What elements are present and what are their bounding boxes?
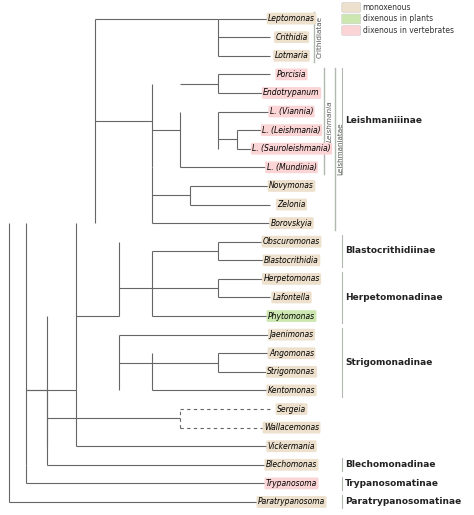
Text: Kentomonas: Kentomonas <box>268 386 315 395</box>
Text: Borovskyia: Borovskyia <box>271 218 312 228</box>
Text: Herpetomonadinae: Herpetomonadinae <box>345 293 443 302</box>
Text: L. (Viannia): L. (Viannia) <box>270 107 313 116</box>
Text: Lotmaria: Lotmaria <box>274 52 309 60</box>
FancyBboxPatch shape <box>342 3 361 12</box>
Text: Herpetomonas: Herpetomonas <box>264 274 319 283</box>
Text: L. (Leishmania): L. (Leishmania) <box>262 126 321 134</box>
Text: dixenous in vertebrates: dixenous in vertebrates <box>363 26 454 35</box>
Text: Paratrypanosomatinae: Paratrypanosomatinae <box>345 497 461 506</box>
Text: Paratrypanosoma: Paratrypanosoma <box>258 497 325 506</box>
Text: Jaenimonas: Jaenimonas <box>269 330 314 339</box>
Text: Blechomonadinae: Blechomonadinae <box>345 460 436 469</box>
Text: Wallacemonas: Wallacemonas <box>264 423 319 432</box>
Text: Lafontella: Lafontella <box>273 293 310 302</box>
Text: Vickermania: Vickermania <box>268 442 315 451</box>
Text: Crithidiatae: Crithidiatae <box>317 16 323 58</box>
Text: L. (Mundinia): L. (Mundinia) <box>266 163 317 172</box>
Text: Blastocrithidia: Blastocrithidia <box>264 256 319 265</box>
FancyBboxPatch shape <box>342 26 361 36</box>
Text: Porcisia: Porcisia <box>277 70 306 79</box>
Text: Phytomonas: Phytomonas <box>268 312 315 320</box>
Text: Leishmaniatae: Leishmaniatae <box>337 123 344 175</box>
Text: Leishmaniiinae: Leishmaniiinae <box>345 116 422 125</box>
Text: Crithidia: Crithidia <box>275 32 308 42</box>
Text: Zelonia: Zelonia <box>277 200 306 209</box>
Text: Sergeia: Sergeia <box>277 404 306 414</box>
Text: Endotrypanum: Endotrypanum <box>263 89 320 97</box>
Text: Strigomonadinae: Strigomonadinae <box>345 358 432 367</box>
Text: Trypanosomatinae: Trypanosomatinae <box>345 479 439 488</box>
Text: Blechomonas: Blechomonas <box>266 460 317 469</box>
Text: dixenous in plants: dixenous in plants <box>363 14 433 24</box>
Text: Strigomonas: Strigomonas <box>267 367 316 376</box>
Text: L. (Sauroleishmania): L. (Sauroleishmania) <box>252 144 331 153</box>
Text: Leptomonas: Leptomonas <box>268 14 315 23</box>
Text: Angomonas: Angomonas <box>269 349 314 358</box>
Text: Obscuromonas: Obscuromonas <box>263 237 320 246</box>
Text: Trypanosoma: Trypanosoma <box>266 479 317 488</box>
Text: Novymonas: Novymonas <box>269 181 314 191</box>
Text: Leishmania: Leishmania <box>327 100 333 142</box>
Text: monoxenous: monoxenous <box>363 3 411 12</box>
Text: Blastocrithidiinae: Blastocrithidiinae <box>345 247 436 255</box>
FancyBboxPatch shape <box>342 14 361 24</box>
